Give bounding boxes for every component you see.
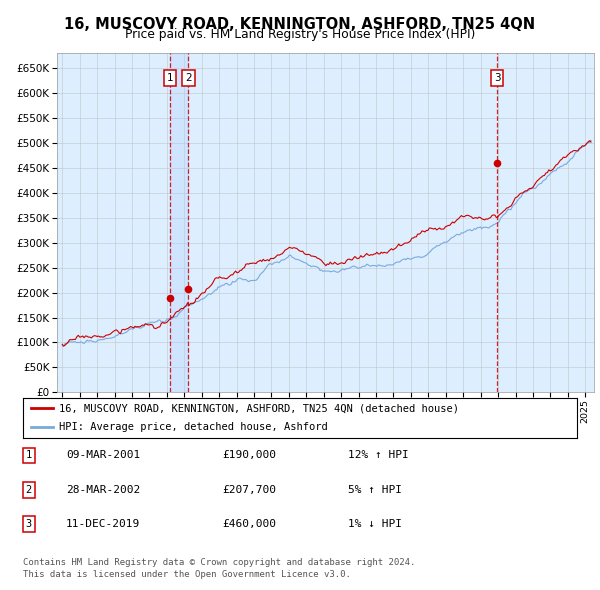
Text: Contains HM Land Registry data © Crown copyright and database right 2024.: Contains HM Land Registry data © Crown c… xyxy=(23,558,415,566)
Text: 3: 3 xyxy=(26,519,32,529)
Text: 2: 2 xyxy=(26,485,32,494)
Text: 11-DEC-2019: 11-DEC-2019 xyxy=(66,519,140,529)
Text: 1% ↓ HPI: 1% ↓ HPI xyxy=(348,519,402,529)
Text: 16, MUSCOVY ROAD, KENNINGTON, ASHFORD, TN25 4QN: 16, MUSCOVY ROAD, KENNINGTON, ASHFORD, T… xyxy=(64,17,536,31)
Text: HPI: Average price, detached house, Ashford: HPI: Average price, detached house, Ashf… xyxy=(59,422,328,432)
Text: 12% ↑ HPI: 12% ↑ HPI xyxy=(348,451,409,460)
Text: 09-MAR-2001: 09-MAR-2001 xyxy=(66,451,140,460)
Text: 1: 1 xyxy=(167,73,173,83)
Text: £207,700: £207,700 xyxy=(222,485,276,494)
Text: £460,000: £460,000 xyxy=(222,519,276,529)
Text: 1: 1 xyxy=(26,451,32,460)
Text: Price paid vs. HM Land Registry's House Price Index (HPI): Price paid vs. HM Land Registry's House … xyxy=(125,28,475,41)
Text: 16, MUSCOVY ROAD, KENNINGTON, ASHFORD, TN25 4QN (detached house): 16, MUSCOVY ROAD, KENNINGTON, ASHFORD, T… xyxy=(59,404,459,414)
Text: 2: 2 xyxy=(185,73,192,83)
Text: This data is licensed under the Open Government Licence v3.0.: This data is licensed under the Open Gov… xyxy=(23,570,350,579)
Text: 3: 3 xyxy=(494,73,500,83)
Bar xyxy=(170,53,188,392)
Text: £190,000: £190,000 xyxy=(222,451,276,460)
Text: 28-MAR-2002: 28-MAR-2002 xyxy=(66,485,140,494)
Text: 5% ↑ HPI: 5% ↑ HPI xyxy=(348,485,402,494)
